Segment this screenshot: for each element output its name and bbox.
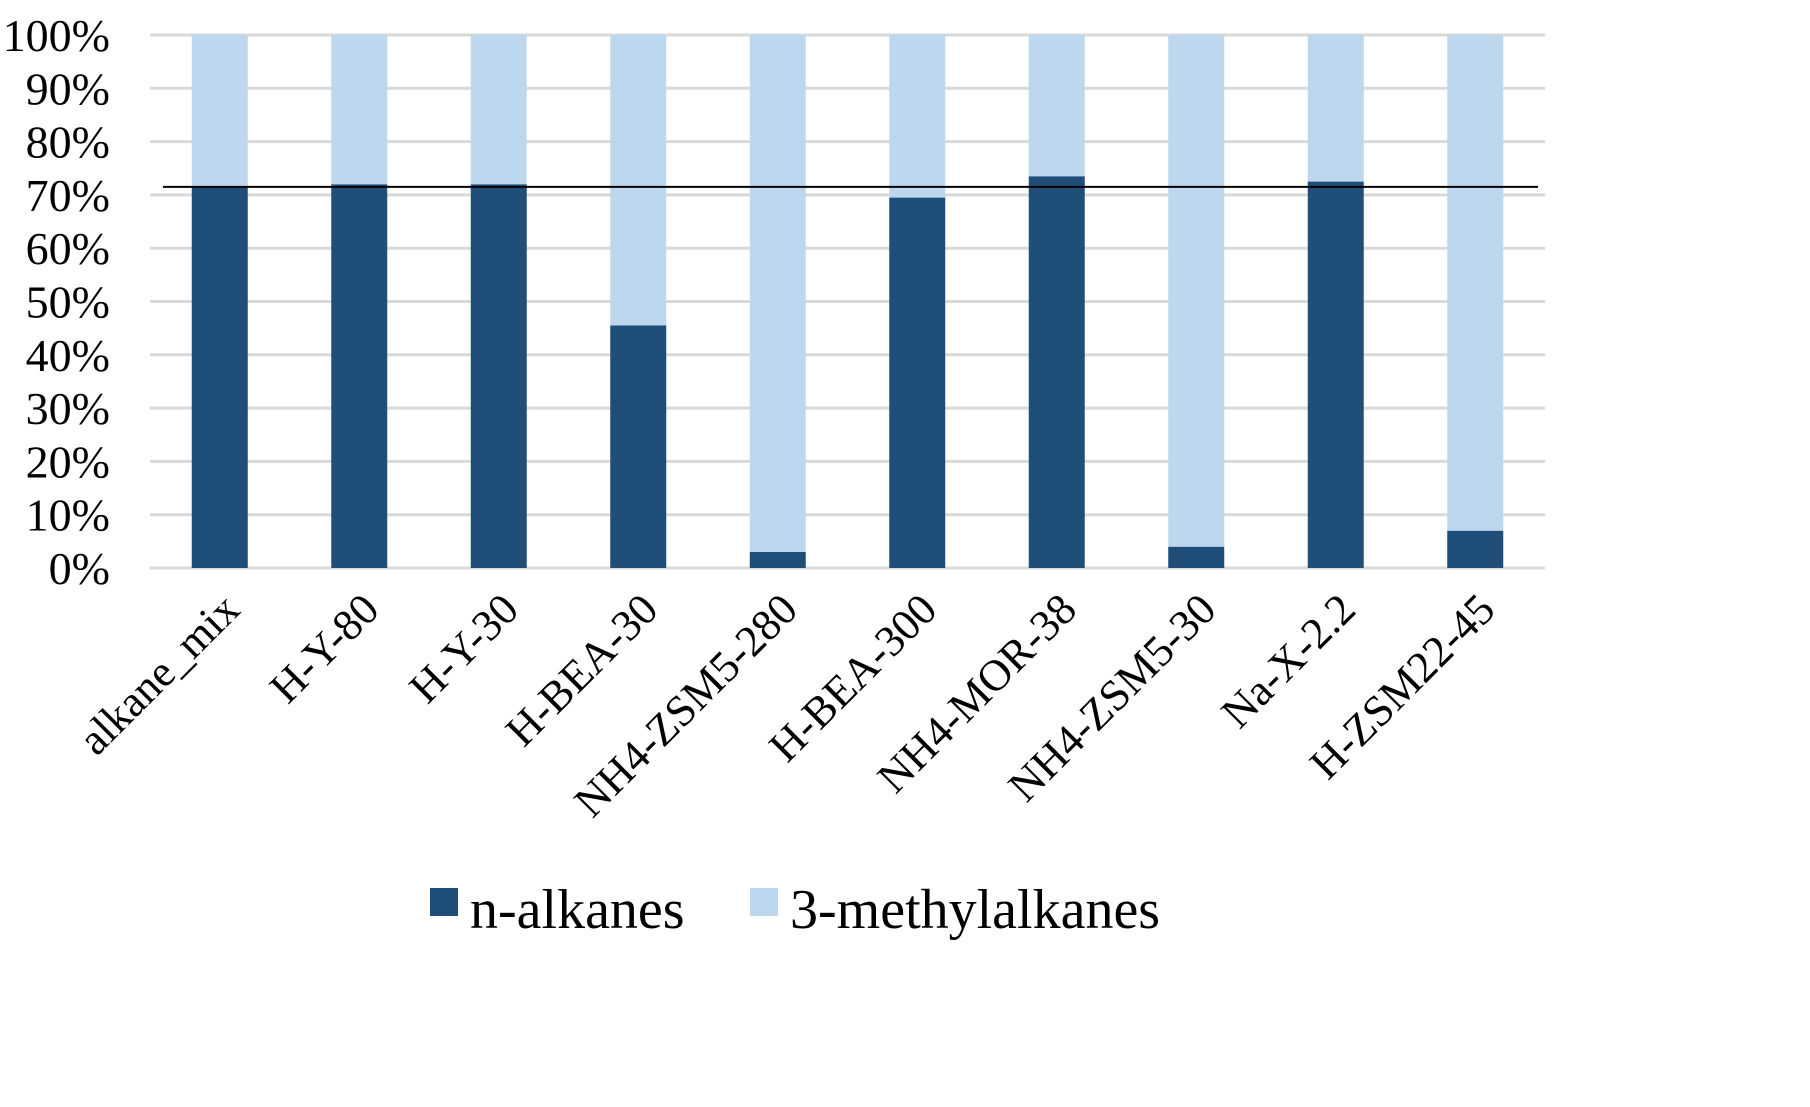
x-tick-label: H-Y-30 [400,584,528,712]
bar-segment [1447,530,1504,568]
legend-label: 3-methylalkanes [790,879,1160,941]
bar-segment [1028,176,1085,568]
bar-segment [331,35,388,185]
bar-segment [1447,35,1504,531]
y-tick-label: 10% [26,490,110,541]
bar-segment [470,184,527,569]
y-tick-label: 30% [26,383,110,434]
legend-swatch [750,888,778,916]
bar-segment [331,184,388,569]
bar-layer [191,35,1504,569]
bar-segment [1028,35,1085,177]
y-tick-label: 0% [49,543,110,594]
y-tick-label: 90% [26,63,110,114]
bar-segment [1168,546,1225,568]
bar-segment [1168,35,1225,547]
bar-segment [1307,35,1364,182]
bar-segment [889,35,946,198]
x-tick-label: H-Y-80 [260,584,388,712]
y-tick-label: 80% [26,117,110,168]
y-tick-label: 40% [26,330,110,381]
y-tick-label: 50% [26,277,110,328]
legend-label: n-alkanes [470,879,685,941]
bar-segment [1307,181,1364,568]
y-tick-label: 20% [26,436,110,487]
bar-segment [191,186,248,568]
legend: n-alkanes 3-methylalkanes [430,879,1160,941]
y-tick-label: 60% [26,223,110,274]
bar-segment [889,197,946,568]
bar-segment [470,35,527,185]
bar-segment [610,325,667,568]
x-tick-label: alkane_mix [69,584,249,764]
x-axis: alkane_mix H-Y-80 H-Y-30H-BEA-30NH4-ZSM5-2… [69,584,1504,826]
bar-segment [610,35,667,326]
y-axis: 0%10%20%30%40%50%60%70%80%90%100% [3,10,110,594]
legend-swatch [430,888,458,916]
bar-segment [749,35,806,553]
y-tick-label: 100% [3,10,110,61]
bar-segment [191,35,248,187]
y-tick-label: 70% [26,170,110,221]
bar-segment [749,552,806,568]
